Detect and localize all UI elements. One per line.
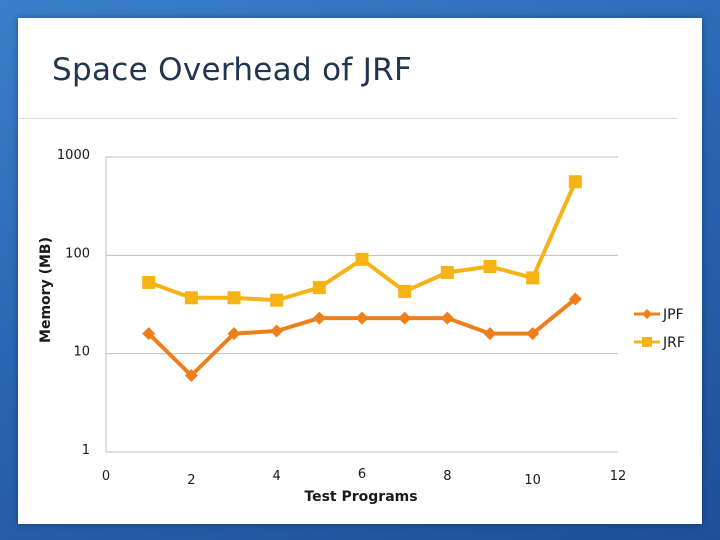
x-tick-label: 10 (524, 473, 541, 488)
data-point-jpf (312, 311, 326, 325)
x-tick-label: 2 (187, 473, 195, 488)
data-point-jpf (142, 327, 156, 341)
legend: JPF JRF (634, 307, 685, 351)
y-tick-labels: 1000 100 10 1 (57, 148, 90, 458)
title-band (18, 18, 678, 119)
series-line-jpf (147, 297, 577, 378)
series-layer (142, 175, 582, 382)
data-point-jpf (526, 327, 540, 341)
data-point-jpf (440, 311, 454, 325)
data-point-jrf (398, 284, 412, 298)
y-tick-label: 1000 (57, 148, 90, 163)
x-tick-label: 4 (273, 469, 281, 484)
x-axis-title: Test Programs (304, 489, 417, 505)
data-point-jpf (483, 327, 497, 341)
data-point-jpf (227, 327, 241, 341)
gridlines (106, 156, 618, 453)
data-point-jrf (355, 252, 369, 266)
series-line-jrf (148, 180, 578, 303)
data-point-jpf (270, 324, 284, 338)
legend-marker-jpf (642, 309, 652, 319)
data-point-jrf (142, 275, 156, 289)
x-tick-label: 0 (102, 469, 110, 484)
data-point-jpf (568, 292, 582, 306)
data-point-jrf (440, 265, 454, 279)
data-point-jpf (355, 311, 369, 325)
data-point-jpf (184, 368, 198, 382)
y-axis-title: Memory (MB) (38, 237, 54, 343)
x-tick-label: 6 (358, 467, 366, 482)
data-point-jrf (526, 271, 540, 285)
data-point-jrf (184, 291, 198, 305)
data-point-jrf (270, 293, 284, 307)
y-tick-label: 10 (73, 345, 90, 360)
data-point-jrf (312, 281, 326, 295)
y-tick-label: 100 (65, 246, 90, 261)
data-point-jrf (483, 259, 497, 273)
slide-panel (18, 18, 702, 524)
slide-title: Space Overhead of JRF (52, 52, 413, 88)
legend-label-jpf: JPF (662, 307, 684, 323)
legend-marker-jrf (642, 337, 652, 347)
x-tick-label: 12 (610, 469, 627, 484)
data-point-jrf (227, 291, 241, 305)
data-point-jrf (568, 175, 582, 189)
x-tick-label: 8 (443, 469, 451, 484)
data-point-jpf (398, 311, 412, 325)
y-tick-label: 1 (82, 443, 90, 458)
x-tick-labels: 0 2 4 6 8 10 12 (102, 467, 626, 488)
legend-label-jrf: JRF (662, 335, 685, 351)
